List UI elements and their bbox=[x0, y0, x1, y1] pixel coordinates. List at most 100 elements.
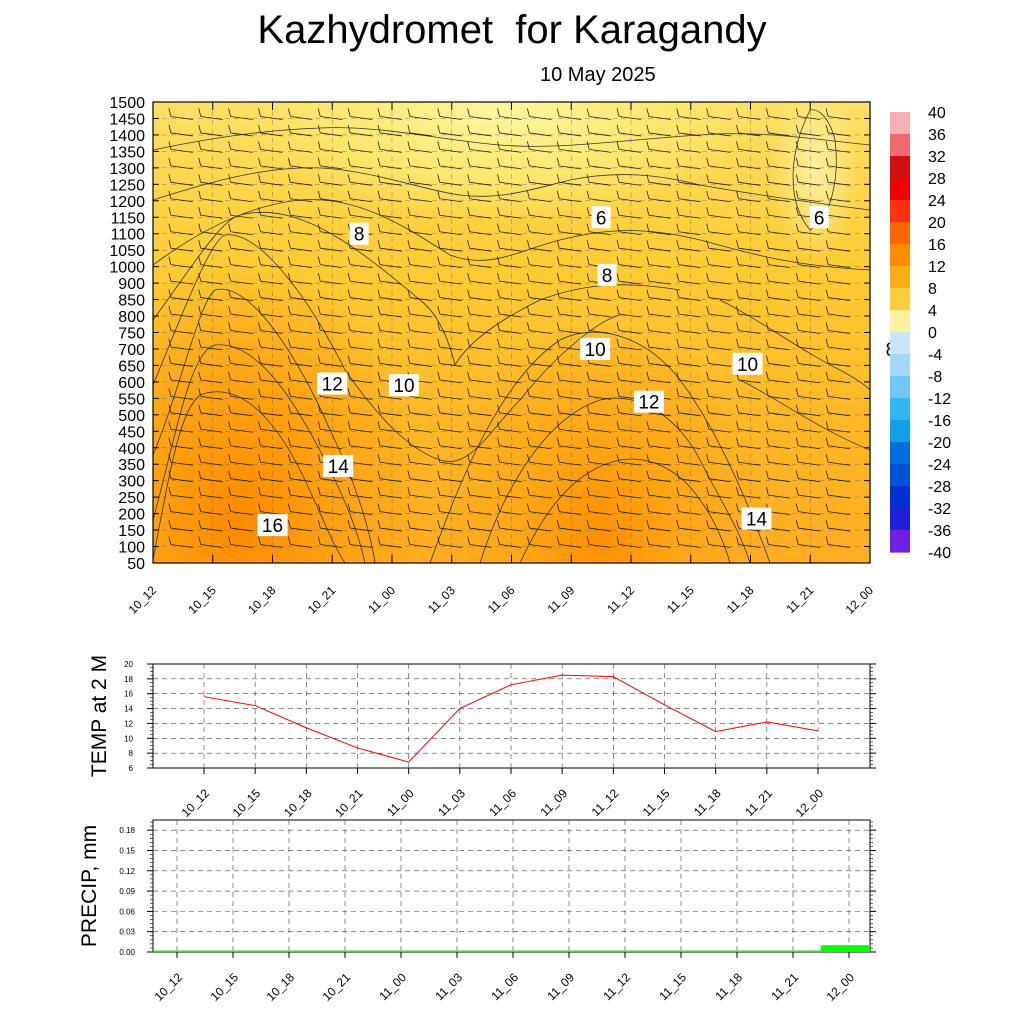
contour-label-box bbox=[591, 206, 611, 229]
colorbar-swatch bbox=[890, 398, 910, 410]
wind-barb bbox=[706, 305, 731, 318]
wind-barb bbox=[706, 141, 731, 153]
y-tick-label: 350 bbox=[118, 457, 145, 474]
wind-barb bbox=[168, 207, 193, 219]
wind-barb bbox=[556, 355, 582, 367]
wind-barb bbox=[676, 388, 701, 400]
wind-barb bbox=[706, 437, 731, 450]
x-tick-label: 11_06 bbox=[486, 786, 519, 819]
wind-barb bbox=[736, 273, 761, 285]
wind-barb bbox=[497, 223, 522, 236]
wind-barb bbox=[616, 190, 642, 203]
wind-barb bbox=[556, 519, 582, 532]
wind-barb bbox=[526, 536, 552, 548]
wind-barb bbox=[287, 256, 313, 269]
wind-barb bbox=[168, 421, 193, 433]
wind-barb bbox=[317, 174, 343, 186]
wind-barb bbox=[706, 421, 731, 433]
wind-barb bbox=[407, 470, 432, 483]
wind-barb bbox=[586, 322, 612, 334]
wind-barb bbox=[377, 503, 403, 516]
wind-barb bbox=[347, 536, 373, 548]
wind-barb bbox=[467, 536, 492, 548]
wind-barb bbox=[556, 240, 582, 252]
contour-label-box bbox=[349, 222, 369, 245]
wind-barb bbox=[526, 141, 552, 153]
y-tick-label: 0.12 bbox=[119, 867, 135, 876]
wind-barb bbox=[377, 207, 403, 219]
wind-barb bbox=[467, 388, 492, 400]
wind-barb bbox=[198, 256, 223, 269]
wind-barb bbox=[825, 437, 851, 450]
wind-barb bbox=[347, 240, 373, 252]
wind-barb bbox=[168, 536, 193, 548]
wind-barb bbox=[198, 355, 223, 367]
wind-barb bbox=[228, 355, 253, 367]
wind-barb bbox=[198, 273, 223, 285]
wind-barb bbox=[497, 207, 522, 219]
wind-barb bbox=[825, 322, 851, 334]
wind-barb bbox=[556, 190, 582, 203]
wind-barb bbox=[377, 355, 403, 367]
wind-barb bbox=[407, 404, 432, 417]
wind-barb bbox=[526, 437, 552, 450]
wind-barb bbox=[736, 454, 761, 466]
wind-barb bbox=[736, 404, 761, 417]
wind-barb bbox=[556, 141, 582, 153]
wind-barb bbox=[497, 371, 522, 384]
y-tick-label: 650 bbox=[118, 358, 145, 375]
wind-barb bbox=[437, 470, 462, 483]
wind-barb bbox=[168, 124, 193, 137]
wind-barb bbox=[347, 371, 373, 384]
y-tick-label: 1250 bbox=[109, 177, 145, 194]
colorbar-swatch bbox=[890, 321, 910, 333]
wind-barb bbox=[347, 108, 373, 120]
colorbar-swatch bbox=[890, 541, 910, 553]
y-tick-label: 1000 bbox=[109, 260, 145, 277]
wind-barb bbox=[616, 305, 642, 318]
wind-barb bbox=[556, 487, 582, 499]
wind-barb bbox=[676, 503, 701, 516]
wind-barb bbox=[258, 536, 283, 548]
wind-barb bbox=[825, 536, 851, 548]
wind-barb bbox=[198, 124, 223, 137]
colorbar-swatch bbox=[890, 145, 910, 157]
wind-barb bbox=[467, 322, 492, 334]
wind-barb bbox=[706, 536, 731, 548]
wind-barb bbox=[586, 289, 612, 301]
wind-barb bbox=[795, 454, 821, 466]
wind-barb bbox=[258, 223, 283, 236]
wind-barb bbox=[287, 421, 313, 433]
wind-barb bbox=[467, 223, 492, 236]
wind-barb bbox=[258, 454, 283, 466]
wind-barb bbox=[228, 470, 253, 483]
wind-barb bbox=[676, 157, 701, 170]
y-tick-label: 500 bbox=[118, 408, 145, 425]
wind-barb bbox=[407, 503, 432, 516]
x-tick-label: 11_21 bbox=[784, 583, 817, 616]
wind-barb bbox=[646, 223, 671, 236]
wind-barb bbox=[287, 190, 313, 203]
wind-barb bbox=[228, 536, 253, 548]
colorbar-swatch bbox=[890, 222, 910, 234]
wind-barb bbox=[377, 157, 403, 170]
wind-barb bbox=[317, 536, 343, 548]
wind-barb bbox=[736, 240, 761, 252]
contour-label: 14 bbox=[746, 510, 768, 531]
wind-barb bbox=[198, 157, 223, 170]
y-tick-label: 400 bbox=[118, 441, 145, 458]
colorbar-label: -4 bbox=[928, 347, 942, 364]
colorbar-swatch bbox=[890, 123, 910, 135]
wind-barb bbox=[706, 207, 731, 219]
wind-barb bbox=[526, 256, 552, 269]
wind-barb bbox=[795, 256, 821, 269]
contour-label-box bbox=[323, 454, 354, 477]
y-tick-label: 20 bbox=[124, 660, 133, 669]
wind-barb bbox=[198, 536, 223, 548]
wind-barb bbox=[168, 273, 193, 285]
wind-barb bbox=[228, 240, 253, 252]
wind-barb bbox=[825, 190, 851, 203]
wind-barb bbox=[736, 223, 761, 236]
wind-barb bbox=[407, 355, 432, 367]
wind-barb bbox=[168, 437, 193, 450]
